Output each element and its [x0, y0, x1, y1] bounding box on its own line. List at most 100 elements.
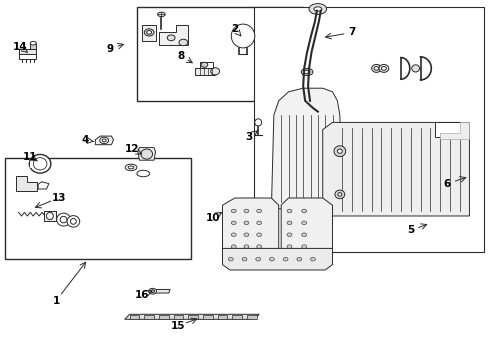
Ellipse shape	[148, 288, 156, 294]
Ellipse shape	[231, 245, 236, 248]
Ellipse shape	[255, 257, 260, 261]
Ellipse shape	[310, 257, 315, 261]
Polygon shape	[16, 176, 37, 191]
Ellipse shape	[157, 12, 165, 17]
Polygon shape	[199, 62, 212, 68]
Ellipse shape	[210, 68, 219, 75]
Ellipse shape	[231, 233, 236, 237]
Ellipse shape	[306, 105, 319, 114]
Ellipse shape	[256, 221, 261, 225]
Ellipse shape	[231, 24, 254, 48]
Ellipse shape	[381, 67, 386, 70]
Text: 2: 2	[231, 24, 238, 34]
Ellipse shape	[296, 257, 301, 261]
Bar	[137, 7, 303, 101]
Polygon shape	[138, 148, 155, 160]
Bar	[144, 315, 154, 319]
Bar	[217, 315, 227, 319]
Text: 7: 7	[347, 27, 355, 37]
Bar	[5, 158, 190, 259]
Ellipse shape	[301, 245, 306, 248]
Ellipse shape	[301, 221, 306, 225]
Ellipse shape	[150, 290, 154, 293]
Ellipse shape	[286, 209, 291, 213]
Ellipse shape	[33, 158, 47, 170]
Bar	[173, 315, 183, 319]
Text: 11: 11	[23, 152, 38, 162]
Polygon shape	[194, 68, 215, 75]
Ellipse shape	[244, 233, 248, 237]
Ellipse shape	[337, 193, 341, 196]
Ellipse shape	[179, 39, 187, 46]
Ellipse shape	[244, 221, 248, 225]
Text: 1: 1	[53, 296, 60, 306]
Ellipse shape	[244, 209, 248, 213]
Ellipse shape	[313, 7, 321, 11]
Ellipse shape	[286, 221, 291, 225]
Ellipse shape	[29, 154, 51, 173]
Bar	[188, 315, 198, 319]
Ellipse shape	[309, 108, 315, 112]
Polygon shape	[222, 198, 278, 254]
Ellipse shape	[286, 233, 291, 237]
Ellipse shape	[100, 137, 108, 144]
Ellipse shape	[337, 149, 342, 153]
Text: 6: 6	[443, 179, 450, 189]
Polygon shape	[95, 136, 113, 145]
Ellipse shape	[102, 139, 106, 142]
Ellipse shape	[299, 112, 306, 117]
Ellipse shape	[125, 164, 137, 171]
Ellipse shape	[378, 64, 388, 72]
Ellipse shape	[137, 170, 149, 177]
Ellipse shape	[256, 245, 261, 248]
Ellipse shape	[371, 64, 381, 72]
Text: 3: 3	[245, 132, 252, 142]
Ellipse shape	[301, 233, 306, 237]
Ellipse shape	[283, 257, 287, 261]
Ellipse shape	[167, 35, 175, 41]
Ellipse shape	[146, 31, 151, 34]
Ellipse shape	[231, 221, 236, 225]
Ellipse shape	[302, 120, 315, 126]
Text: 4: 4	[81, 135, 89, 145]
Ellipse shape	[30, 41, 36, 45]
Text: 9: 9	[106, 44, 113, 54]
Ellipse shape	[304, 70, 309, 74]
Ellipse shape	[254, 119, 261, 126]
Bar	[232, 315, 242, 319]
Polygon shape	[124, 314, 259, 319]
Polygon shape	[222, 248, 332, 270]
Ellipse shape	[144, 29, 154, 36]
Bar	[159, 315, 168, 319]
Ellipse shape	[70, 219, 76, 224]
Text: 12: 12	[124, 144, 139, 154]
Polygon shape	[152, 289, 170, 293]
Polygon shape	[434, 122, 468, 137]
Ellipse shape	[57, 213, 70, 226]
Polygon shape	[19, 49, 36, 54]
Text: 16: 16	[134, 290, 149, 300]
Ellipse shape	[228, 257, 233, 261]
Ellipse shape	[201, 62, 207, 67]
Ellipse shape	[46, 212, 53, 220]
Polygon shape	[159, 25, 188, 45]
Bar	[254, 7, 483, 252]
Polygon shape	[142, 25, 156, 41]
Ellipse shape	[256, 233, 261, 237]
Ellipse shape	[67, 216, 80, 227]
Polygon shape	[38, 182, 49, 189]
Bar	[129, 315, 139, 319]
Polygon shape	[322, 122, 468, 216]
Ellipse shape	[334, 190, 344, 199]
Text: 10: 10	[205, 213, 220, 223]
Bar	[203, 315, 212, 319]
Ellipse shape	[411, 65, 419, 72]
Polygon shape	[439, 122, 468, 139]
Polygon shape	[30, 43, 36, 49]
Ellipse shape	[141, 149, 152, 159]
Ellipse shape	[60, 216, 67, 223]
Text: 13: 13	[51, 193, 66, 203]
Ellipse shape	[333, 146, 345, 157]
Polygon shape	[271, 88, 342, 209]
Text: 14: 14	[13, 42, 28, 52]
